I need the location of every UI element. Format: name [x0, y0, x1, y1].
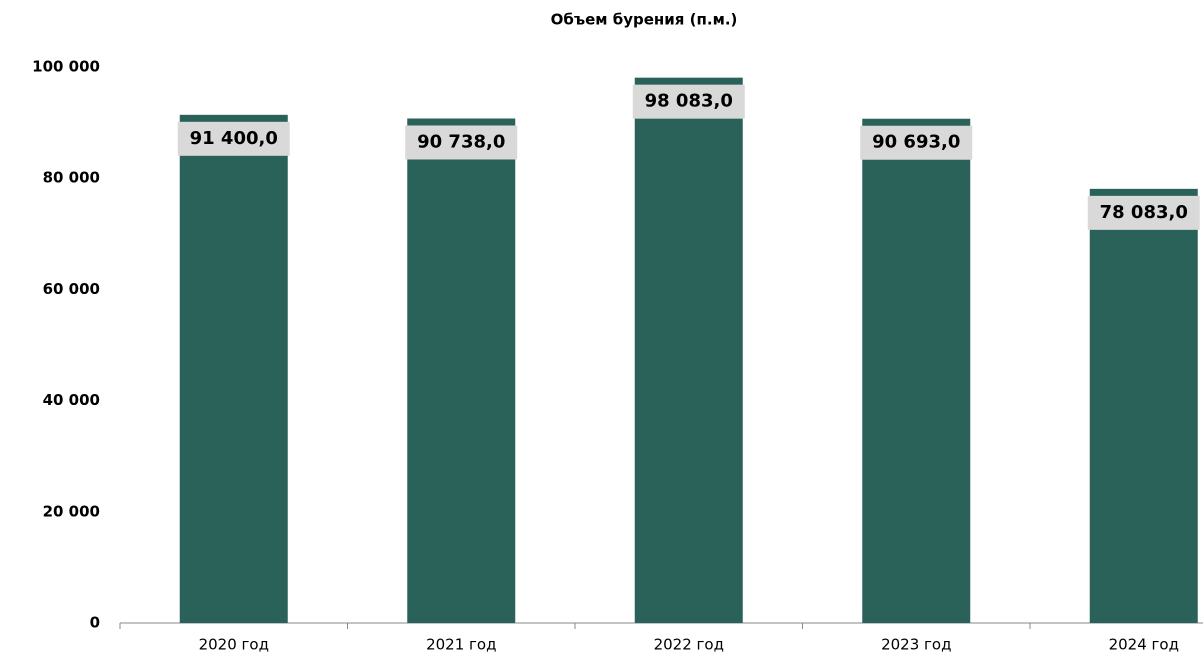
bar [634, 77, 743, 624]
x-tick-label: 2024 год [1109, 636, 1179, 654]
value-label-box [1087, 195, 1200, 230]
y-tick-label: 20 000 [43, 502, 100, 520]
y-tick-label: 80 000 [43, 169, 100, 187]
x-tick-label: 2021 год [426, 636, 496, 654]
bar [179, 114, 288, 623]
bar [407, 118, 516, 624]
value-label: 90 738,0 [417, 131, 505, 152]
x-tick-label: 2023 год [881, 636, 951, 654]
value-label: 78 083,0 [1100, 202, 1188, 223]
y-tick-label: 40 000 [43, 391, 100, 409]
bar [862, 118, 971, 623]
x-tick-label: 2022 год [654, 636, 724, 654]
x-tick-label: 2020 год [199, 636, 269, 654]
chart-title: Объем бурения (п.м.) [551, 11, 738, 29]
y-tick-label: 100 000 [32, 58, 100, 76]
bar [1089, 188, 1198, 623]
value-label: 98 083,0 [645, 91, 733, 112]
value-label-box [860, 125, 973, 160]
value-label-box [177, 121, 290, 156]
value-label: 91 400,0 [190, 128, 278, 149]
value-label-box [632, 84, 745, 119]
y-tick-label: 0 [90, 614, 100, 632]
value-label-box [405, 125, 518, 160]
y-tick-label: 60 000 [43, 280, 100, 298]
value-label: 90 693,0 [872, 132, 960, 153]
